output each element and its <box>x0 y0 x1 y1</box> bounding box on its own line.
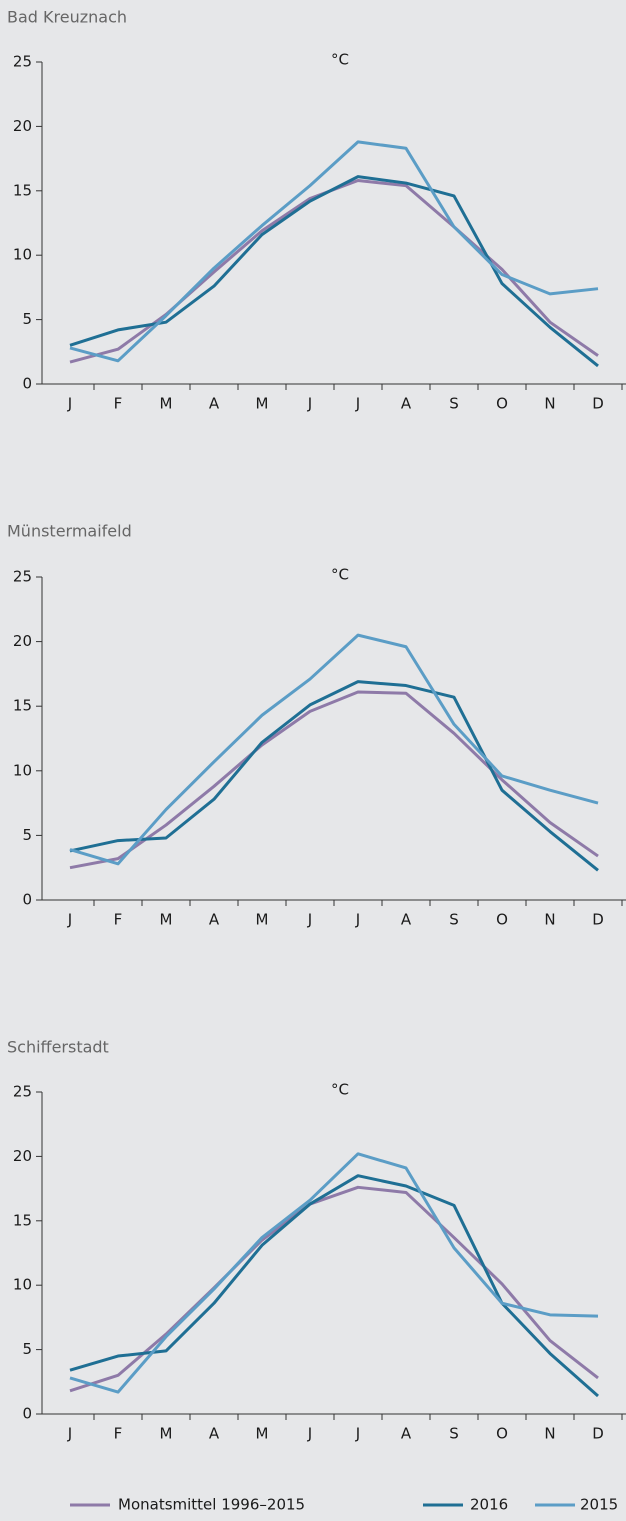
x-tick-label: J <box>355 911 360 929</box>
x-tick-label: A <box>401 1425 412 1443</box>
y-tick-label: 0 <box>22 891 32 909</box>
x-tick-label: F <box>114 1425 123 1443</box>
y-tick-label: 5 <box>22 310 32 328</box>
y-tick-label: 15 <box>13 697 32 715</box>
unit-label: °C <box>331 51 349 69</box>
y-tick-label: 5 <box>22 1340 32 1358</box>
chart-title: Bad Kreuznach <box>7 8 127 27</box>
legend-label: 2015 <box>580 1496 618 1514</box>
unit-label: °C <box>331 566 349 584</box>
y-tick-label: 0 <box>22 375 32 393</box>
x-tick-label: N <box>544 1425 555 1443</box>
series-line <box>69 1174 599 1398</box>
x-tick-label: J <box>67 1425 72 1443</box>
x-tick-label: M <box>160 1425 173 1443</box>
x-tick-label: S <box>449 1425 459 1443</box>
y-tick-label: 15 <box>13 181 32 199</box>
x-tick-label: A <box>209 1425 220 1443</box>
y-tick-label: 20 <box>13 632 32 650</box>
x-tick-label: A <box>401 911 412 929</box>
series-line <box>69 140 599 363</box>
chart-title: Münstermaifeld <box>7 522 132 541</box>
legend-label: 2016 <box>470 1496 508 1514</box>
y-tick-label: 25 <box>13 53 32 71</box>
x-tick-label: J <box>355 395 360 413</box>
x-tick-label: O <box>496 395 508 413</box>
y-tick-label: 10 <box>13 246 32 264</box>
series-line <box>69 680 599 872</box>
x-tick-label: S <box>449 395 459 413</box>
x-tick-label: N <box>544 395 555 413</box>
series-line <box>69 633 599 866</box>
x-tick-label: O <box>496 1425 508 1443</box>
x-tick-label: M <box>256 395 269 413</box>
x-tick-label: M <box>256 1425 269 1443</box>
legend-label: Monatsmittel 1996–2015 <box>118 1496 305 1514</box>
x-tick-label: S <box>449 911 459 929</box>
x-tick-label: J <box>307 395 312 413</box>
x-tick-label: D <box>592 395 604 413</box>
x-tick-label: D <box>592 1425 604 1443</box>
x-tick-label: J <box>67 911 72 929</box>
x-tick-label: M <box>160 911 173 929</box>
y-tick-label: 20 <box>13 1147 32 1165</box>
series-line <box>69 178 599 364</box>
y-tick-label: 10 <box>13 1276 32 1294</box>
series-line <box>69 175 599 368</box>
x-tick-label: O <box>496 911 508 929</box>
series-line <box>69 1185 599 1393</box>
x-tick-label: A <box>209 395 220 413</box>
x-tick-label: J <box>307 1425 312 1443</box>
x-tick-label: D <box>592 911 604 929</box>
y-tick-label: 5 <box>22 826 32 844</box>
x-tick-label: M <box>160 395 173 413</box>
y-tick-label: 0 <box>22 1405 32 1423</box>
x-tick-label: N <box>544 911 555 929</box>
x-tick-label: J <box>67 395 72 413</box>
x-tick-label: J <box>307 911 312 929</box>
x-tick-label: J <box>355 1425 360 1443</box>
y-tick-label: 15 <box>13 1211 32 1229</box>
x-tick-label: M <box>256 911 269 929</box>
y-tick-label: 20 <box>13 117 32 135</box>
unit-label: °C <box>331 1081 349 1099</box>
y-tick-label: 25 <box>13 1083 32 1101</box>
chart-title: Schifferstadt <box>7 1038 109 1057</box>
x-tick-label: A <box>401 395 412 413</box>
series-line <box>69 1152 599 1394</box>
x-tick-label: F <box>114 395 123 413</box>
y-tick-label: 25 <box>13 568 32 586</box>
series-line <box>69 690 599 870</box>
y-tick-label: 10 <box>13 761 32 779</box>
x-tick-label: A <box>209 911 220 929</box>
x-tick-label: F <box>114 911 123 929</box>
